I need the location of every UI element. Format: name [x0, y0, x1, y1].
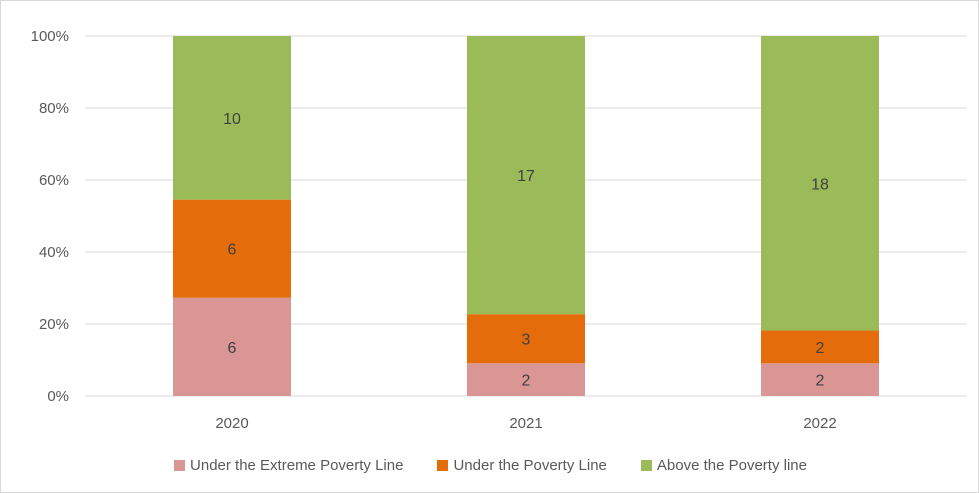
data-label: 18 [811, 176, 829, 193]
x-axis-ticks: 2020 2021 2022 [215, 415, 836, 432]
legend-swatch [437, 460, 449, 471]
y-tick-label: 0% [47, 388, 69, 405]
data-label: 6 [228, 340, 237, 357]
data-labels: 6 6 10 2 3 17 2 2 18 [223, 111, 829, 390]
legend-item: Under the Poverty Line [437, 457, 607, 474]
legend-label: Above the Poverty line [656, 457, 807, 474]
y-tick-label: 80% [39, 100, 69, 117]
bar-segment [467, 363, 585, 396]
x-tick-label: 2021 [509, 415, 542, 432]
bar-segment [761, 330, 879, 364]
bar-segment [467, 314, 585, 364]
stacked-bar-chart: 0% 20% 40% 60% 80% 100% 6 6 10 2 3 17 2 2 18 2020 2021… [31, 28, 967, 432]
bar-segment [761, 36, 879, 331]
bar-segment [173, 36, 291, 200]
legend: Under the Extreme Poverty Line Under the … [1, 457, 979, 474]
legend-swatch [174, 460, 186, 471]
legend-label: Under the Extreme Poverty Line [190, 457, 404, 474]
bars [173, 36, 879, 396]
bar-segment [173, 199, 291, 298]
y-axis-ticks: 0% 20% 40% 60% 80% 100% [31, 28, 69, 405]
x-tick-label: 2022 [803, 415, 836, 432]
y-tick-label: 40% [39, 244, 69, 261]
data-label: 2 [522, 373, 531, 390]
y-tick-label: 100% [31, 28, 69, 45]
bar-segment [761, 363, 879, 396]
data-label: 2 [816, 340, 825, 357]
x-tick-label: 2020 [215, 415, 248, 432]
data-label: 2 [816, 373, 825, 390]
y-tick-label: 20% [39, 316, 69, 333]
data-label: 3 [522, 332, 531, 349]
legend-label: Under the Poverty Line [453, 457, 607, 474]
data-label: 17 [517, 168, 535, 185]
bar-segment [467, 36, 585, 315]
legend-swatch [640, 460, 652, 471]
data-label: 10 [223, 111, 241, 128]
legend-item: Under the Extreme Poverty Line [174, 457, 403, 474]
data-label: 6 [228, 242, 237, 259]
bar-segment [173, 297, 291, 396]
y-tick-label: 60% [39, 172, 69, 189]
legend-item: Above the Poverty line [640, 457, 807, 474]
